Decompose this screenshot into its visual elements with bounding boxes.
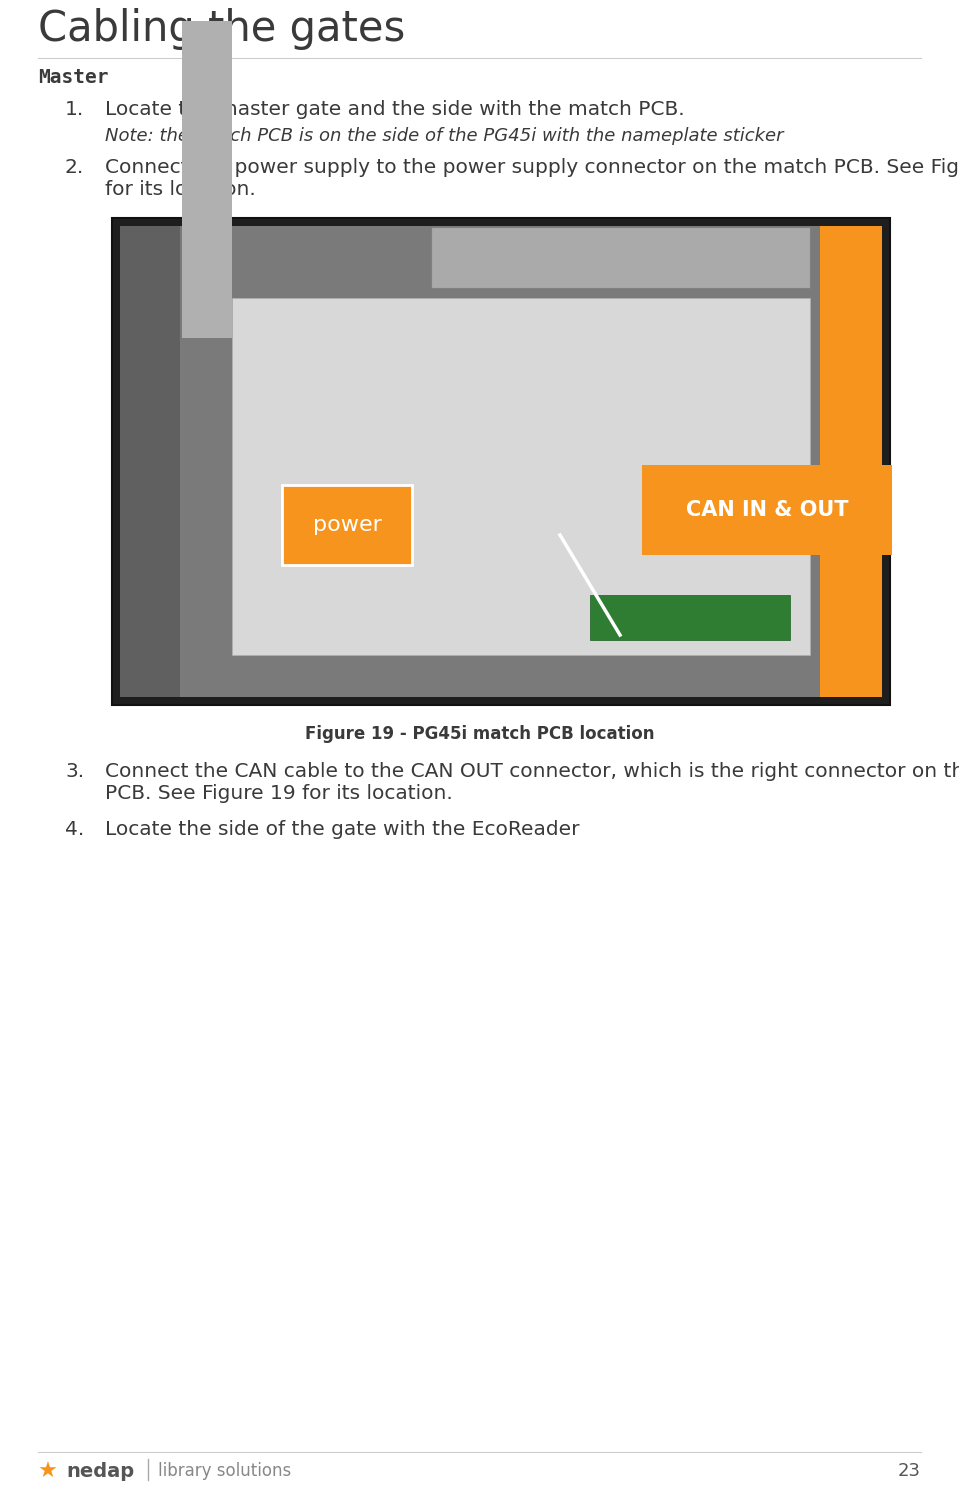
Text: nedap: nedap — [66, 1462, 134, 1481]
Bar — [120, 227, 180, 696]
Bar — [120, 227, 882, 696]
Text: Note: the match PCB is on the side of the PG45i with the nameplate sticker: Note: the match PCB is on the side of th… — [105, 128, 784, 146]
Text: ★: ★ — [38, 1462, 58, 1481]
Text: library solutions: library solutions — [158, 1462, 292, 1480]
Text: power: power — [313, 515, 382, 534]
Bar — [642, 465, 892, 555]
Text: Figure 19 - PG45i match PCB location: Figure 19 - PG45i match PCB location — [305, 725, 654, 743]
Bar — [820, 227, 882, 696]
Text: Connect the CAN cable to the CAN OUT connector, which is the right connector on : Connect the CAN cable to the CAN OUT con… — [105, 763, 959, 803]
Text: 23: 23 — [898, 1462, 921, 1480]
Text: 1.: 1. — [65, 101, 84, 119]
Text: Master: Master — [38, 68, 108, 87]
Bar — [232, 299, 810, 654]
Text: Cabling the gates: Cabling the gates — [38, 8, 406, 50]
Bar — [590, 594, 790, 639]
Text: Locate the side of the gate with the EcoReader: Locate the side of the gate with the Eco… — [105, 820, 579, 839]
Bar — [432, 228, 810, 288]
Text: Locate the master gate and the side with the match PCB.: Locate the master gate and the side with… — [105, 101, 685, 119]
Text: 4.: 4. — [65, 820, 84, 839]
Bar — [182, 21, 232, 338]
Text: 3.: 3. — [65, 763, 84, 781]
Text: CAN IN & OUT: CAN IN & OUT — [686, 500, 849, 519]
Text: 2.: 2. — [65, 158, 84, 177]
Bar — [282, 485, 412, 564]
Bar — [112, 218, 890, 705]
Text: Connect the power supply to the power supply connector on the match PCB. See Fig: Connect the power supply to the power su… — [105, 158, 959, 200]
